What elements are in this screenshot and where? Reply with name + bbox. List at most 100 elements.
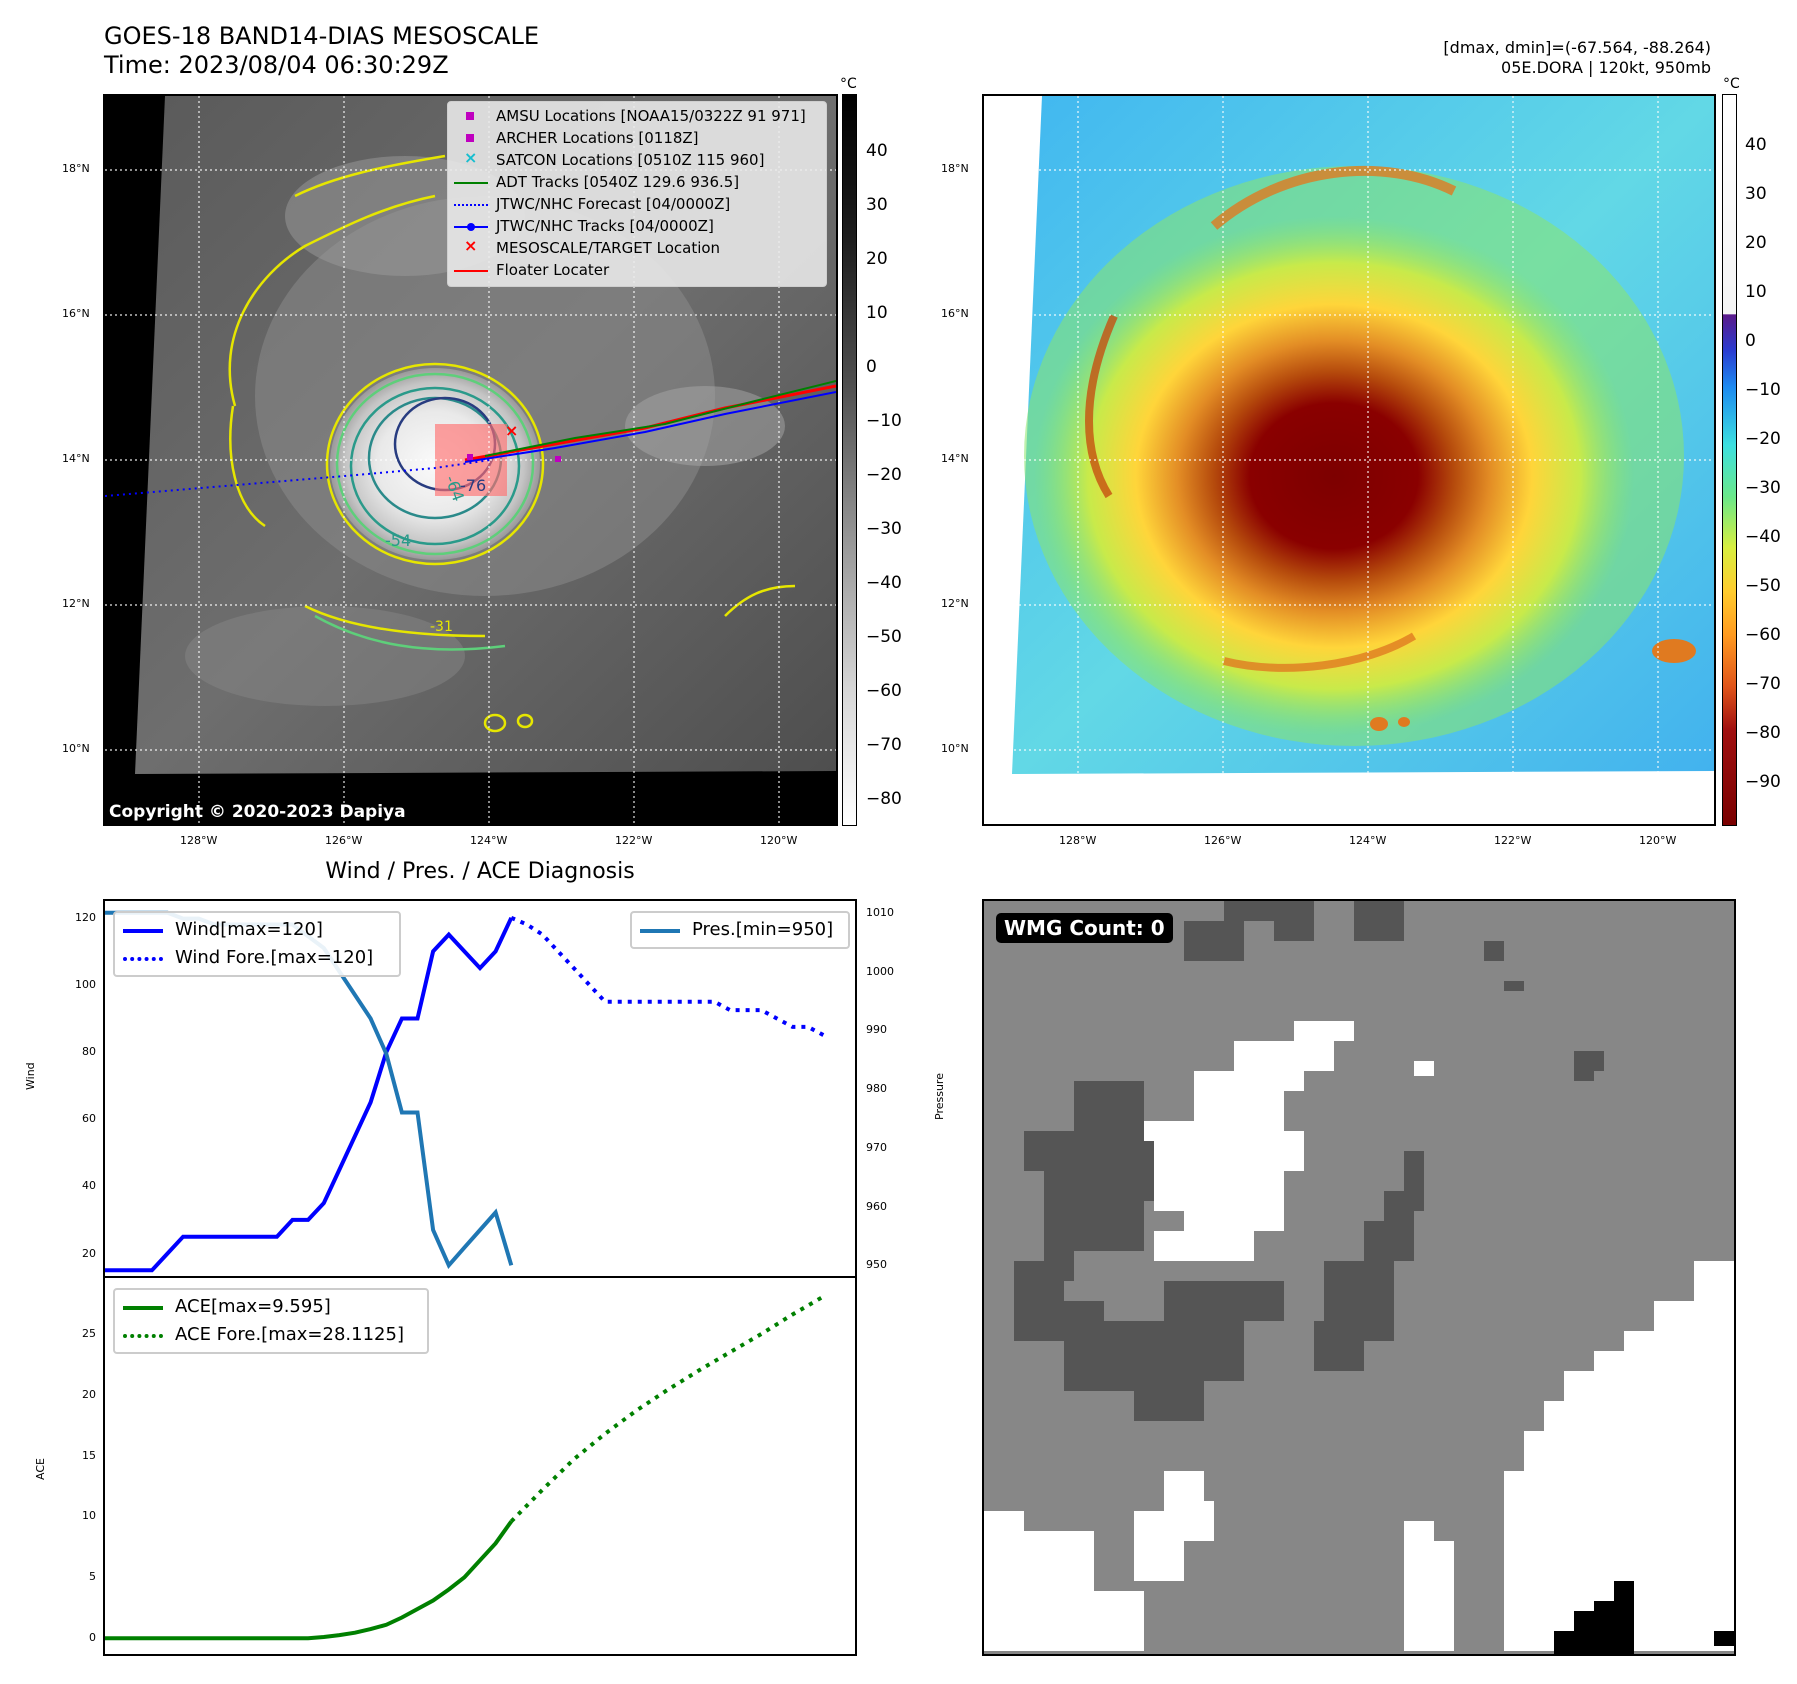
color-colorbar-tick: −20 — [1745, 429, 1781, 449]
color-colorbar-tick: −60 — [1745, 625, 1781, 645]
legend-item-floater: Floater Locater — [448, 260, 826, 282]
ir-colorbar-tick: −40 — [866, 573, 902, 593]
ir-colorbar-tick: −80 — [866, 789, 902, 809]
ir-colorbar-tick: −60 — [866, 681, 902, 701]
color-colorbar-tick: 40 — [1745, 135, 1767, 155]
wmg-white-cells — [984, 1021, 1734, 1651]
color-lon-label: 128°W — [1059, 834, 1097, 847]
series-line-wind — [105, 916, 514, 1273]
ace-tick-label: 5 — [89, 1570, 96, 1584]
wind-tick-label: 100 — [75, 977, 96, 991]
ir-lon-label: 120°W — [760, 834, 798, 847]
ir-colorbar-tick: −50 — [866, 627, 902, 647]
color-colorbar-tick: −30 — [1745, 478, 1781, 498]
ir-colorbar — [842, 94, 857, 826]
square-marker-icon — [466, 134, 474, 142]
solid-line-icon — [123, 1306, 163, 1310]
x-marker-icon: × — [464, 148, 478, 167]
ir-lon-label: 128°W — [180, 834, 218, 847]
square-marker-icon — [466, 112, 474, 120]
ir-lon-label: 124°W — [470, 834, 508, 847]
color-colorbar — [1722, 94, 1737, 826]
ir-colorbar-tick: 10 — [866, 303, 888, 323]
wind-legend: Wind[max=120] Wind Fore.[max=120] — [113, 911, 401, 977]
ir-colorbar-tick: −70 — [866, 735, 902, 755]
archer-marker — [555, 456, 561, 462]
color-map-svg — [984, 96, 1714, 824]
legend-item-pressure: Pres.[min=950] — [632, 917, 848, 943]
color-colorbar-tick: 20 — [1745, 233, 1767, 253]
adt-track — [484, 380, 836, 457]
contour-label-76: -76 — [460, 476, 486, 495]
subplot-divider — [105, 1276, 855, 1278]
color-colorbar-unit: °C — [1723, 76, 1740, 92]
contour-label-54: -54 — [385, 531, 411, 550]
legend-item-jtwc-tracks: JTWC/NHC Tracks [04/0000Z] — [448, 216, 826, 238]
dotted-line-icon — [123, 957, 163, 961]
color-lon-label: 120°W — [1639, 834, 1677, 847]
pressure-tick-label: 950 — [866, 1258, 887, 1272]
wind-tick-label: 60 — [82, 1112, 96, 1126]
legend-item-ace-forecast: ACE Fore.[max=28.1125] — [115, 1322, 427, 1348]
wind-axis-label: Wind — [24, 1062, 37, 1090]
color-colorbar-tick: −90 — [1745, 772, 1781, 792]
color-colorbar-tick: 10 — [1745, 282, 1767, 302]
color-colorbar-tick: −70 — [1745, 674, 1781, 694]
ir-colorbar-tick: 20 — [866, 249, 888, 269]
wmg-panel: WMG Count: 0 — [982, 899, 1736, 1656]
amsu-marker — [467, 454, 473, 460]
line-marker-icon — [454, 270, 488, 272]
wind-tick-label: 80 — [82, 1045, 96, 1059]
ace-chart — [105, 1294, 825, 1641]
legend-item-mesoscale-target: × MESOSCALE/TARGET Location — [464, 236, 721, 257]
wmg-black-cells — [1554, 1581, 1734, 1654]
wind-tick-label: 40 — [82, 1179, 96, 1193]
ir-colorbar-tick: −10 — [866, 411, 902, 431]
wmg-map-svg — [984, 901, 1734, 1654]
pressure-tick-label: 960 — [866, 1199, 887, 1213]
dotted-line-icon — [454, 204, 488, 206]
solid-line-icon — [123, 929, 163, 933]
forecast-track — [105, 459, 491, 497]
ir-grayscale-panel: × -64 -76 -54 -31 AMSU Locations [NOAA15… — [103, 94, 838, 826]
dotted-line-icon — [123, 1334, 163, 1338]
color-gridlines — [984, 96, 1714, 824]
legend-item-jtwc-forecast: JTWC/NHC Forecast [04/0000Z] — [448, 194, 826, 216]
color-colorbar-tick: −80 — [1745, 723, 1781, 743]
ace-tick-label: 10 — [82, 1509, 96, 1523]
storm-core — [1034, 216, 1634, 736]
mesoscale-target-marker: × — [505, 421, 518, 440]
solid-line-icon — [640, 929, 680, 933]
x-marker-icon: × — [464, 236, 478, 255]
copyright-text: Copyright © 2020-2023 Dapiya — [109, 802, 406, 822]
legend-item-amsu: AMSU Locations [NOAA15/0322Z 91 971] — [448, 106, 826, 128]
pressure-legend: Pres.[min=950] — [630, 911, 850, 949]
legend-item-archer: ARCHER Locations [0118Z] — [448, 128, 826, 150]
wind-tick-label: 20 — [82, 1246, 96, 1260]
pressure-tick-label: 980 — [866, 1082, 887, 1095]
contour-label-31: -31 — [430, 619, 453, 635]
ace-legend: ACE[max=9.595] ACE Fore.[max=28.1125] — [113, 1288, 429, 1354]
legend-item-satcon: × SATCON Locations [0510Z 115 960] — [464, 148, 765, 169]
time-stamp: Time: 2023/08/04 06:30:29Z — [104, 51, 449, 79]
color-enhanced-panel — [982, 94, 1716, 826]
legend-item-ace: ACE[max=9.595] — [115, 1294, 427, 1320]
ir-colorbar-tick: 0 — [866, 357, 877, 377]
diagnosis-panel: Wind[max=120] Wind Fore.[max=120] Pres.[… — [103, 899, 857, 1656]
ir-lat-label: 14°N — [62, 452, 90, 465]
color-colorbar-tick: −40 — [1745, 527, 1781, 547]
ir-colorbar-tick: −20 — [866, 465, 902, 485]
ace-tick-label: 0 — [89, 1631, 96, 1645]
storm-info: 05E.DORA | 120kt, 950mb — [1501, 58, 1711, 77]
track-legend: AMSU Locations [NOAA15/0322Z 91 971] ARC… — [447, 101, 827, 287]
color-colorbar-tick: −10 — [1745, 380, 1781, 400]
wind-tick-label: 120 — [75, 910, 96, 924]
ir-colorbar-tick: 30 — [866, 195, 888, 215]
ace-axis-label: ACE — [34, 1458, 47, 1480]
ace-tick-label: 15 — [82, 1448, 96, 1462]
line-marker-icon — [454, 182, 488, 184]
ir-lat-label: 10°N — [62, 742, 90, 755]
ir-colorbar-tick: −30 — [866, 519, 902, 539]
ir-colorbar-unit: °C — [840, 76, 857, 92]
ace-tick-label: 20 — [82, 1387, 96, 1401]
